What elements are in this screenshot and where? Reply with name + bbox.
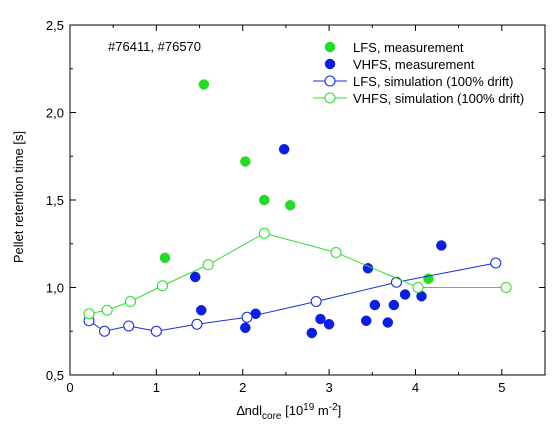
- series-3-point: [490, 257, 502, 269]
- legend-label-4: VHFS, simulation (100% drift): [353, 91, 524, 106]
- series-4-point: [83, 308, 95, 320]
- series-4-point: [124, 295, 137, 308]
- series-2-point: [388, 299, 400, 311]
- series-2-point: [278, 144, 290, 155]
- series-3-point: [241, 311, 253, 323]
- legend-label-3: LFS, simulation (100% drift): [353, 74, 513, 89]
- y-tick-label: 2,5: [46, 18, 64, 33]
- series-4-point: [412, 281, 424, 294]
- x-tick-label: 4: [412, 380, 419, 395]
- x-tick-label: 1: [153, 380, 160, 395]
- series-2-point: [306, 327, 318, 339]
- series-2-point: [323, 319, 335, 330]
- x-axis-label-sup1: 19: [303, 402, 315, 413]
- series-3-point: [123, 320, 135, 332]
- x-tick-label: 2: [239, 380, 246, 395]
- x-tick-label: 3: [325, 380, 332, 395]
- series-3-point: [98, 325, 111, 337]
- x-tick-label: 0: [66, 380, 73, 395]
- series-3-line: [88, 262, 496, 332]
- series-1-point: [198, 79, 210, 90]
- series-4-point: [156, 280, 168, 292]
- series-2-point: [436, 240, 447, 251]
- legend-label-2: VHFS, measurement: [353, 57, 475, 72]
- legend-marker-3: [324, 75, 336, 87]
- series-3-point: [150, 325, 162, 337]
- x-axis-label-suffix: ]: [338, 403, 342, 418]
- series-3-point: [191, 318, 203, 330]
- x-axis-label-mid: [10: [281, 403, 303, 418]
- series-4-point: [500, 281, 512, 294]
- series-1-point: [259, 194, 270, 206]
- y-tick-label: 1,0: [46, 281, 64, 296]
- series-2-point: [382, 317, 394, 328]
- series-1-point: [159, 252, 171, 263]
- y-axis-label: Pellet retention time [s]: [11, 131, 26, 263]
- x-axis-label-mid2: m: [314, 403, 328, 418]
- legend: LFS, measurement VHFS, measurement LFS, si…: [313, 40, 524, 106]
- x-axis-label-prefix: ∆ndl: [237, 403, 262, 418]
- y-tick-label: 1,5: [46, 193, 64, 208]
- series-2-point: [399, 289, 411, 300]
- legend-label-1: LFS, measurement: [353, 40, 464, 55]
- series-4-point: [101, 304, 113, 316]
- series-4-point: [258, 227, 270, 239]
- x-tick-label: 5: [498, 380, 505, 395]
- x-axis-label-sub: core: [262, 411, 282, 422]
- y-tick-label: 2,0: [46, 106, 64, 121]
- series-1-point: [240, 156, 251, 167]
- series-2-point: [315, 313, 326, 325]
- series-2-point: [240, 322, 251, 333]
- legend-marker-2: [324, 58, 336, 70]
- x-axis-label: ∆ndlcore [1019 m-2]: [237, 402, 342, 422]
- series-4-point: [202, 259, 214, 271]
- series-2-point: [189, 271, 201, 283]
- y-tick-label: 0,5: [46, 368, 64, 383]
- x-axis-label-sup2: -2: [329, 402, 338, 413]
- series-2-point: [196, 305, 207, 316]
- legend-marker-4: [324, 92, 336, 104]
- series-2-point: [360, 315, 372, 326]
- legend-marker-1: [324, 41, 336, 53]
- chart-annotation: #76411, #76570: [108, 39, 201, 54]
- series-4-point: [330, 246, 342, 259]
- series-1-point: [284, 200, 296, 211]
- series-3-point: [310, 295, 322, 308]
- series-2-point: [369, 299, 381, 311]
